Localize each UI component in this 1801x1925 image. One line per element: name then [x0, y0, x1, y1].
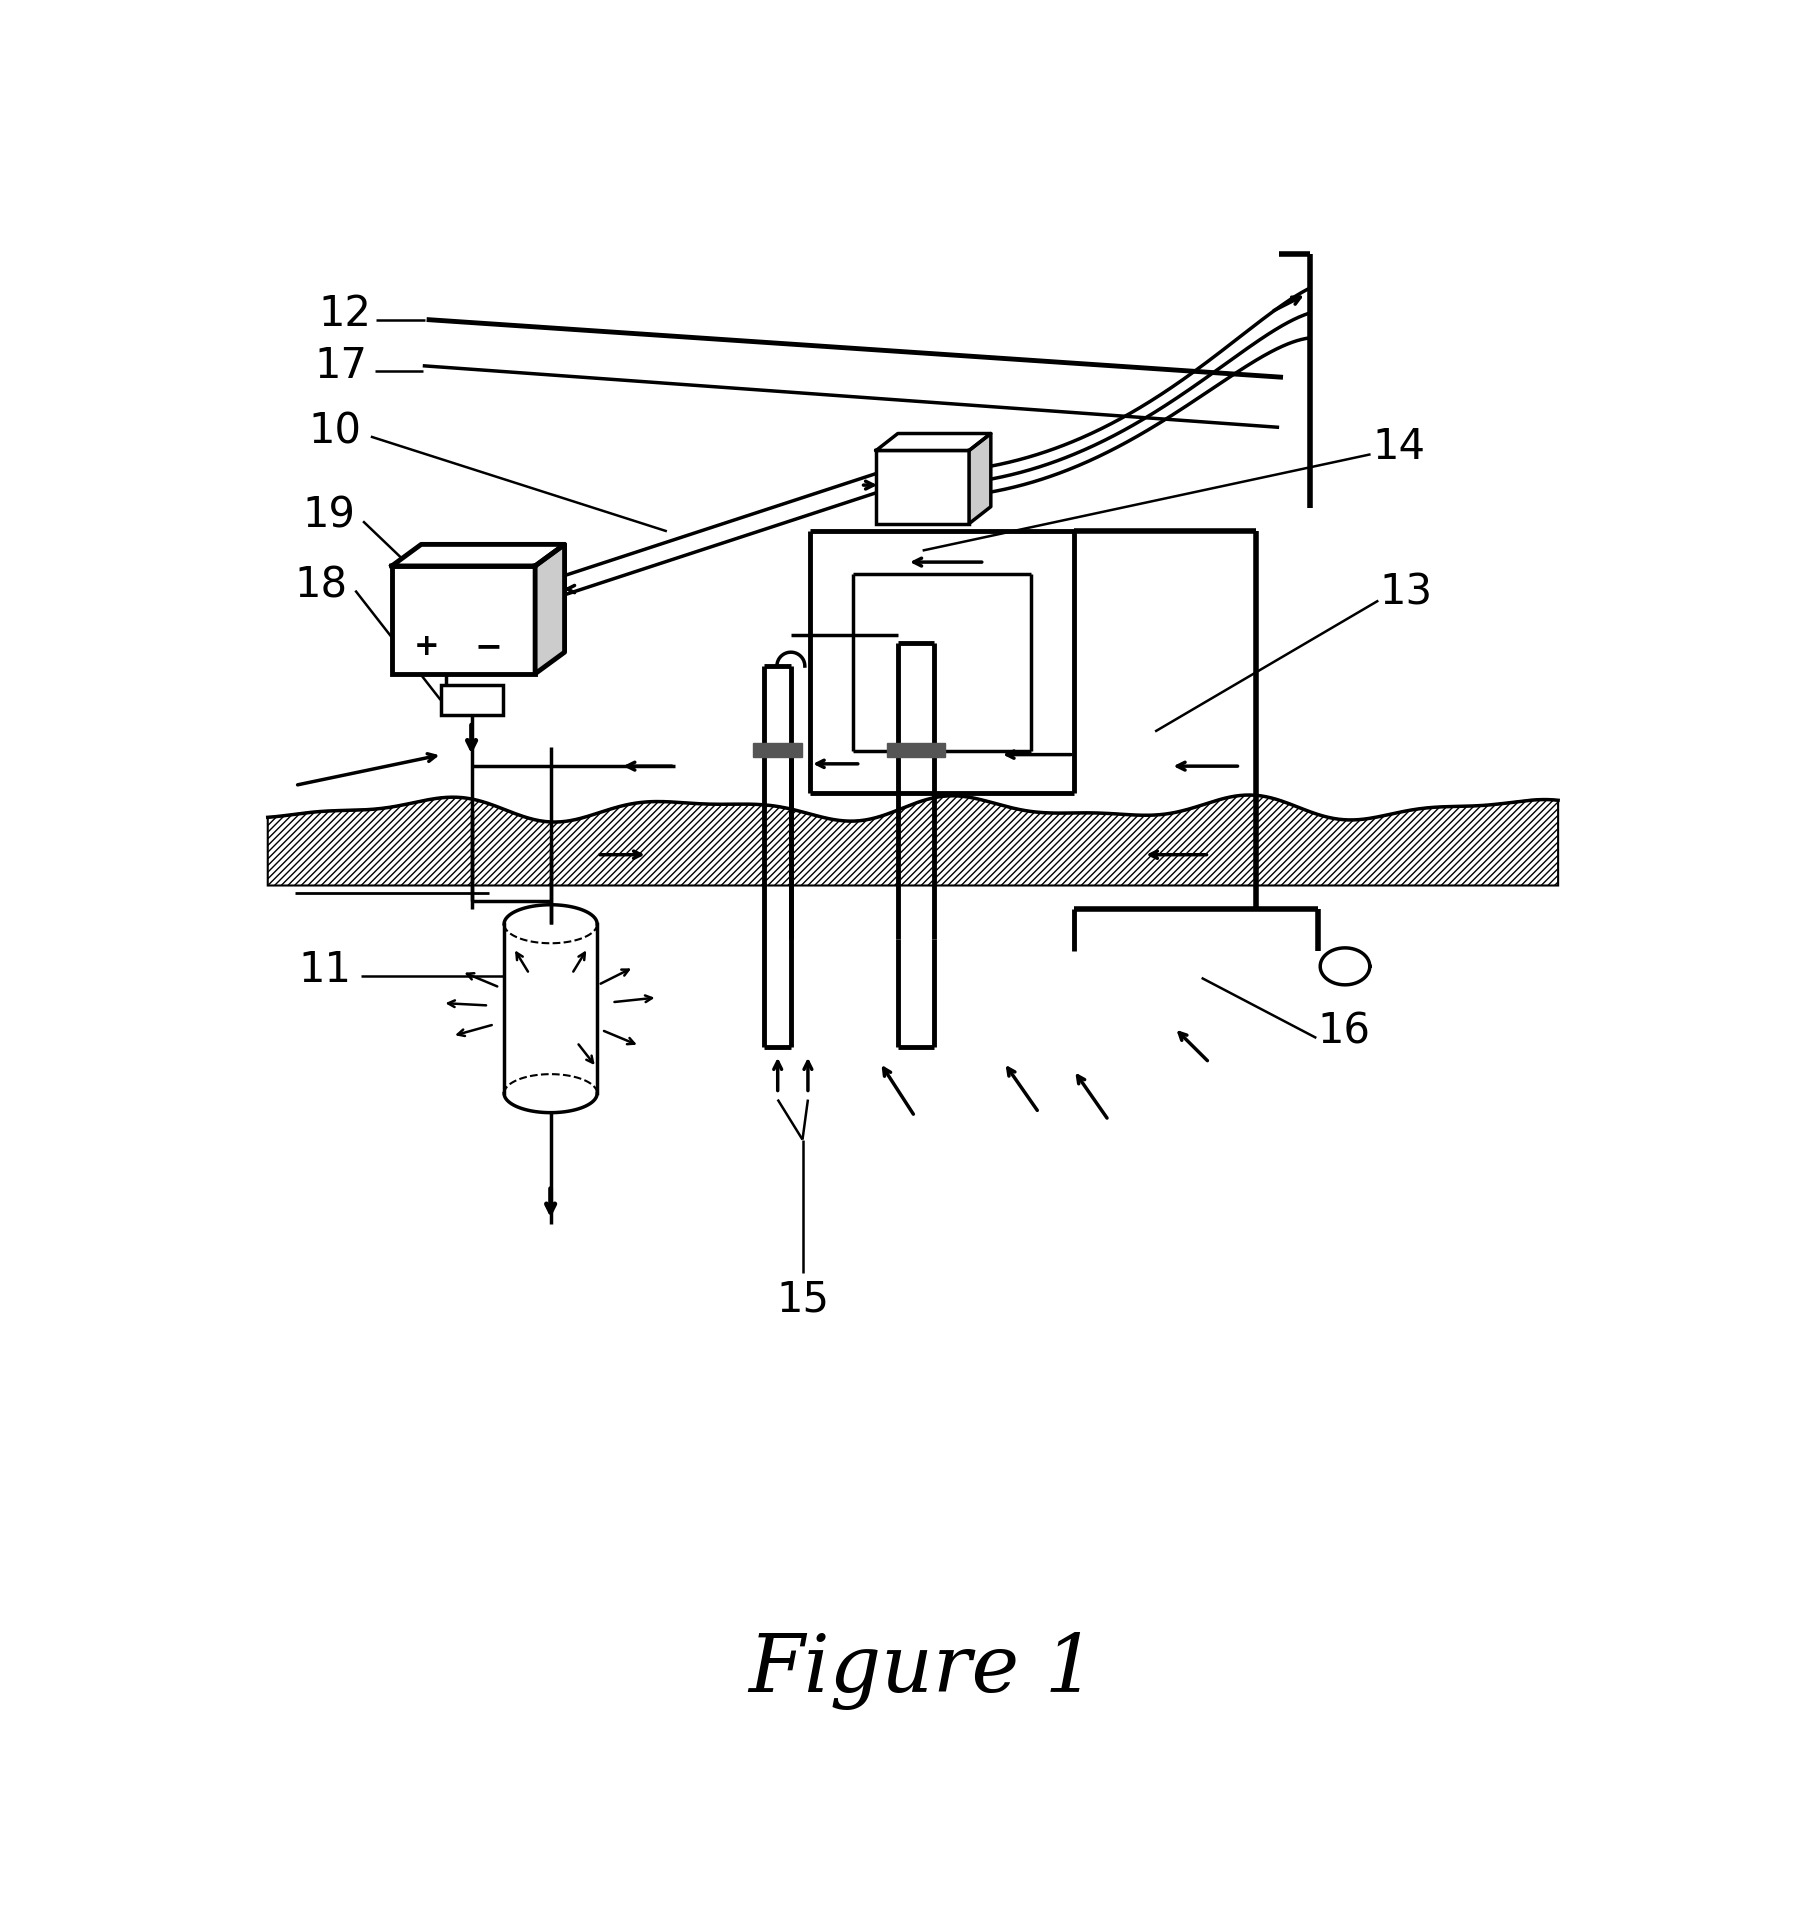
Text: −: − — [475, 629, 502, 664]
Text: Figure 1: Figure 1 — [749, 1632, 1097, 1709]
Text: 19: 19 — [303, 495, 355, 537]
Text: 11: 11 — [299, 949, 351, 991]
Polygon shape — [268, 795, 1558, 886]
Text: 15: 15 — [776, 1278, 828, 1321]
Polygon shape — [393, 545, 564, 566]
FancyBboxPatch shape — [441, 685, 502, 714]
Text: 10: 10 — [308, 410, 362, 452]
Text: 13: 13 — [1380, 572, 1434, 614]
FancyBboxPatch shape — [875, 450, 969, 524]
Polygon shape — [535, 545, 564, 674]
Text: 16: 16 — [1318, 1011, 1371, 1053]
Text: 12: 12 — [319, 293, 371, 335]
Polygon shape — [969, 433, 991, 524]
Text: 17: 17 — [313, 345, 367, 387]
Text: 14: 14 — [1372, 425, 1425, 468]
Polygon shape — [753, 743, 801, 757]
FancyBboxPatch shape — [393, 566, 535, 674]
Text: +: + — [414, 631, 439, 662]
Text: 18: 18 — [295, 564, 348, 606]
Polygon shape — [875, 433, 991, 450]
Polygon shape — [886, 743, 946, 757]
